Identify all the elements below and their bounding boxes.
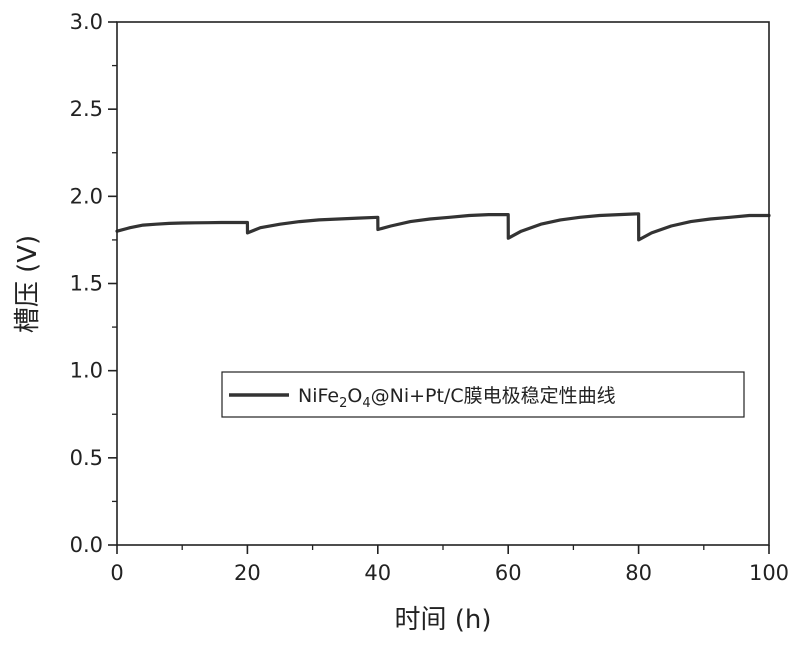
y-axis-title: 槽压 (V) xyxy=(13,235,43,333)
legend-subscript: 4 xyxy=(362,396,370,411)
y-tick-label: 2.5 xyxy=(70,97,103,121)
y-tick-label: 0.5 xyxy=(70,446,103,470)
axis-ticks xyxy=(108,21,770,554)
x-tick-label: 60 xyxy=(495,561,522,585)
legend-subscript: 2 xyxy=(339,396,347,411)
x-tick-label: 0 xyxy=(110,561,123,585)
legend-label: NiFe2O4@Ni+Pt/C膜电极稳定性曲线 xyxy=(298,385,616,411)
legend-label-part: NiFe xyxy=(298,385,339,407)
legend-label-part: @Ni+Pt/C膜电极稳定性曲线 xyxy=(371,385,616,407)
x-tick-label: 40 xyxy=(364,561,391,585)
y-tick-label: 3.0 xyxy=(70,10,103,34)
x-tick-label: 80 xyxy=(625,561,652,585)
plot-frame xyxy=(116,21,770,546)
series-line xyxy=(115,212,771,242)
legend-box xyxy=(221,371,745,418)
series-layer xyxy=(115,212,771,242)
y-tick-label: 1.5 xyxy=(70,272,103,296)
x-tick-label: 20 xyxy=(234,561,261,585)
legend: NiFe2O4@Ni+Pt/C膜电极稳定性曲线 xyxy=(221,371,745,418)
y-tick-label: 0.0 xyxy=(70,533,103,557)
tick-labels: 0 20 40 60 80 100 0.0 0.5 1.0 1.5 2.0 2.5 3.0 xyxy=(70,10,789,585)
y-tick-label: 2.0 xyxy=(70,184,103,208)
x-axis-title: 时间 (h) xyxy=(394,605,491,635)
x-tick-label: 100 xyxy=(749,561,789,585)
legend-label-part: O xyxy=(347,385,362,407)
y-tick-label: 1.0 xyxy=(70,359,103,383)
